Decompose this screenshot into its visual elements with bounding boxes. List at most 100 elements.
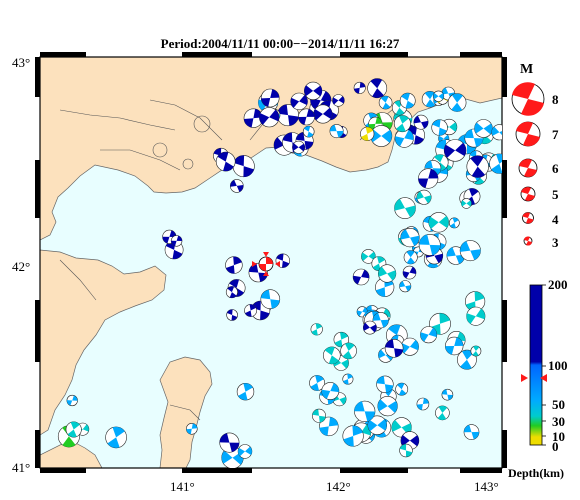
focal-mechanism bbox=[244, 304, 257, 317]
focal-mechanism bbox=[463, 424, 480, 440]
focal-mechanism bbox=[225, 286, 238, 299]
magnitude-legend-header: M bbox=[520, 62, 534, 77]
focal-mechanism bbox=[354, 400, 376, 423]
focal-mechanism bbox=[459, 240, 481, 262]
focal-mechanism bbox=[420, 326, 438, 344]
focal-mechanism bbox=[466, 306, 486, 326]
focal-mechanism bbox=[416, 189, 432, 205]
focal-mechanism bbox=[237, 444, 253, 459]
focal-mechanism bbox=[260, 289, 281, 310]
focal-mechanism bbox=[302, 125, 315, 138]
focal-mechanism bbox=[418, 168, 439, 189]
focal-mechanism bbox=[360, 126, 375, 141]
mainshock-marker bbox=[252, 252, 280, 276]
focal-mechanism bbox=[378, 95, 393, 110]
focal-mechanism bbox=[304, 81, 323, 100]
depth-tick-0: 0 bbox=[552, 439, 559, 454]
magnitude-label-6: 6 bbox=[552, 161, 559, 176]
lon-label-143: 143° bbox=[474, 479, 499, 494]
focal-mechanism bbox=[353, 81, 366, 94]
focal-mechanism bbox=[448, 217, 460, 229]
focal-mechanism bbox=[232, 155, 255, 178]
depth-axis-label: Depth(km) bbox=[508, 466, 564, 480]
focal-mechanism bbox=[362, 320, 377, 335]
lon-label-142: 142° bbox=[326, 479, 351, 494]
focal-mechanism bbox=[466, 155, 489, 178]
magnitude-label-3: 3 bbox=[552, 235, 559, 250]
focal-mechanism bbox=[441, 388, 454, 401]
focal-mechanism bbox=[236, 383, 255, 401]
magnitude-ball-7 bbox=[515, 121, 541, 147]
focal-mechanism bbox=[400, 228, 420, 248]
focal-mechanism bbox=[309, 375, 325, 391]
focal-mechanism bbox=[384, 338, 404, 358]
focal-mechanism bbox=[170, 235, 183, 247]
focal-mechanism bbox=[367, 415, 387, 435]
magnitude-ball-3 bbox=[523, 236, 533, 246]
depth-tick-100: 100 bbox=[548, 358, 568, 373]
frame-ticks bbox=[35, 52, 507, 473]
lon-label-141: 141° bbox=[170, 479, 195, 494]
focal-mechanism bbox=[367, 78, 388, 99]
lat-label-41: 41° bbox=[12, 460, 31, 475]
magnitude-label-5: 5 bbox=[552, 187, 559, 202]
land-oshima-peninsula bbox=[40, 249, 167, 436]
focal-mechanism bbox=[413, 114, 429, 130]
focal-mechanism bbox=[474, 119, 493, 138]
focal-mechanism bbox=[461, 198, 472, 209]
focal-mechanism bbox=[403, 250, 418, 265]
focal-mechanism bbox=[432, 90, 445, 102]
magnitude-ball-8 bbox=[511, 82, 545, 116]
focal-mechanism bbox=[375, 277, 395, 297]
magnitude-label-4: 4 bbox=[552, 212, 559, 227]
focal-mechanism bbox=[310, 323, 323, 336]
focal-mechanism bbox=[470, 345, 482, 357]
focal-mechanism bbox=[361, 249, 376, 264]
lat-label-43: 43° bbox=[12, 55, 31, 70]
magnitude-label-7: 7 bbox=[552, 127, 559, 142]
focal-mechanism bbox=[243, 108, 264, 128]
focal-mechanism bbox=[322, 346, 341, 365]
focal-mechanism bbox=[340, 342, 357, 360]
period-title: Period:2004/11/11 00:00−−2014/11/11 16:2… bbox=[160, 36, 400, 51]
focal-mechanism bbox=[489, 153, 502, 174]
depth-tick-50: 50 bbox=[552, 397, 565, 412]
depth-colorbar bbox=[521, 284, 547, 446]
magnitude-legend bbox=[511, 82, 545, 246]
focal-mechanism bbox=[311, 408, 326, 423]
land-shimokita-peninsula bbox=[159, 356, 213, 468]
focal-mechanisms bbox=[57, 78, 502, 468]
focal-mechanism bbox=[342, 373, 354, 385]
focal-mechanism bbox=[372, 312, 389, 329]
depth-tick-10: 10 bbox=[552, 429, 565, 444]
focal-mechanism bbox=[215, 151, 236, 172]
focal-mechanism bbox=[435, 405, 450, 421]
focal-mechanism bbox=[416, 397, 430, 411]
focal-mechanism bbox=[431, 119, 448, 136]
focal-mechanism bbox=[313, 104, 333, 124]
mainshock-depth-marker bbox=[521, 374, 528, 382]
focal-mechanism bbox=[418, 233, 441, 256]
focal-mechanism bbox=[394, 197, 416, 219]
focal-mechanism bbox=[321, 382, 340, 400]
focal-mechanism bbox=[105, 426, 127, 449]
focal-mechanism bbox=[395, 382, 409, 396]
focal-mechanism bbox=[298, 108, 315, 126]
focal-mechanism bbox=[260, 88, 280, 108]
focal-mechanism bbox=[292, 140, 306, 154]
focal-mechanism bbox=[230, 179, 244, 193]
focal-mechanism bbox=[443, 139, 467, 162]
depth-tick-30: 30 bbox=[552, 414, 565, 429]
magnitude-label-8: 8 bbox=[552, 92, 559, 107]
depth-tick-200: 200 bbox=[548, 277, 568, 292]
focal-mechanism bbox=[329, 124, 344, 139]
map-frame bbox=[39, 56, 503, 469]
magnitude-ball-4 bbox=[522, 212, 534, 224]
focal-mechanism bbox=[376, 375, 394, 393]
focal-mechanism bbox=[342, 425, 364, 447]
magnitude-ball-6 bbox=[518, 158, 538, 178]
lat-label-42: 42° bbox=[12, 259, 31, 274]
focal-mechanism bbox=[402, 265, 417, 280]
focal-mechanism bbox=[399, 280, 412, 293]
